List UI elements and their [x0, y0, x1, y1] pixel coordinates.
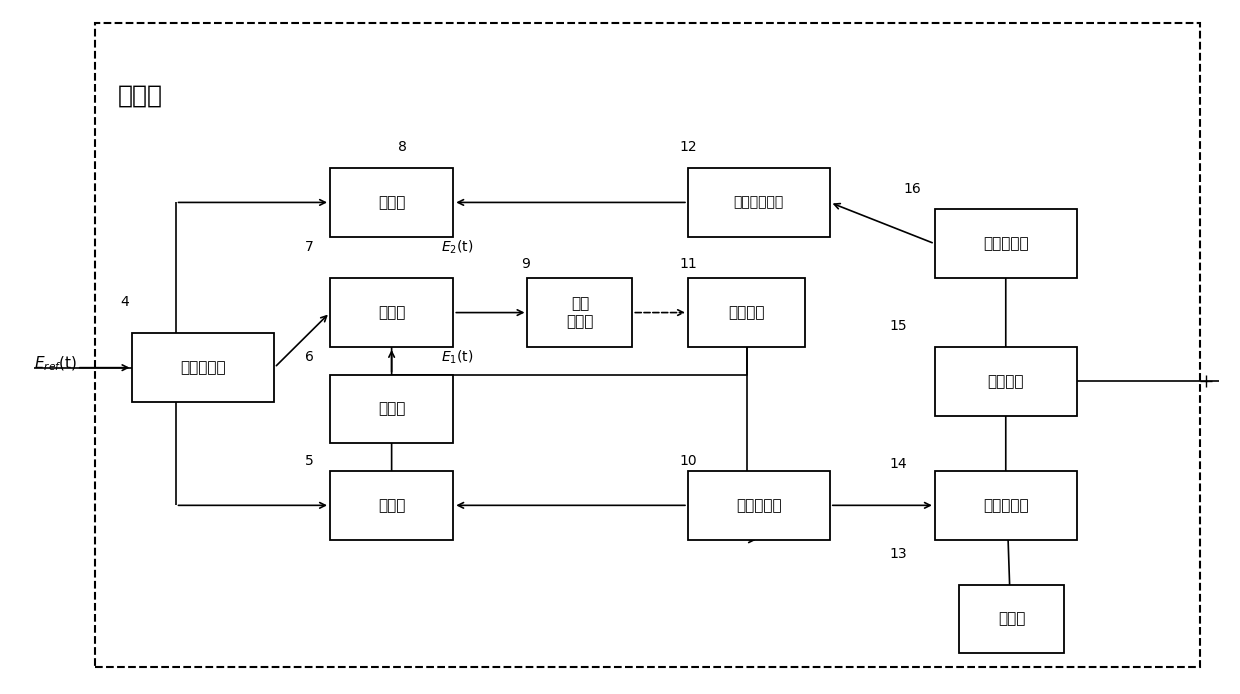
Text: 10: 10	[680, 454, 697, 468]
Bar	[935, 210, 1076, 278]
Bar	[133, 333, 274, 402]
Text: 15: 15	[889, 319, 906, 333]
Bar	[95, 24, 1200, 667]
Text: 环路
滤波器: 环路 滤波器	[567, 296, 594, 329]
Bar	[330, 471, 454, 540]
Text: $E_2$(t): $E_2$(t)	[441, 239, 474, 256]
Text: 功率分配器: 功率分配器	[181, 360, 226, 375]
Text: 9: 9	[521, 257, 531, 271]
Bar	[688, 168, 830, 237]
Bar	[688, 471, 830, 540]
Text: 7: 7	[305, 240, 314, 254]
Text: 混频器: 混频器	[378, 195, 405, 210]
Text: 分频器: 分频器	[378, 401, 405, 416]
Text: 5: 5	[305, 454, 314, 468]
Text: 6: 6	[305, 350, 314, 364]
Text: 光环形器: 光环形器	[987, 374, 1024, 389]
Text: 12: 12	[680, 140, 697, 154]
Bar	[330, 278, 454, 347]
Text: 11: 11	[680, 257, 697, 271]
Bar	[330, 375, 454, 443]
Text: 光电探测器: 光电探测器	[983, 236, 1028, 251]
Bar	[527, 278, 632, 347]
Bar	[935, 471, 1076, 540]
Text: $E_{ref}$(t): $E_{ref}$(t)	[33, 355, 77, 373]
Text: 4: 4	[120, 295, 129, 310]
Text: 激光器: 激光器	[998, 611, 1025, 627]
Bar	[935, 347, 1076, 416]
Text: 16: 16	[904, 182, 921, 196]
Text: 8: 8	[398, 140, 407, 154]
Text: 电光调制器: 电光调制器	[983, 498, 1028, 513]
Text: 低噪声放大器: 低噪声放大器	[734, 196, 784, 210]
Text: 功率分配器: 功率分配器	[737, 498, 781, 513]
Text: 本地端: 本地端	[118, 84, 162, 108]
Text: 14: 14	[889, 457, 906, 471]
Text: 混频器: 混频器	[378, 498, 405, 513]
Text: 混频器: 混频器	[378, 305, 405, 320]
Bar	[688, 278, 805, 347]
Text: 压控晶振: 压控晶振	[728, 305, 765, 320]
Text: $E_1$(t): $E_1$(t)	[441, 348, 474, 366]
Text: 13: 13	[889, 547, 906, 561]
Bar	[960, 584, 1064, 653]
Bar	[330, 168, 454, 237]
